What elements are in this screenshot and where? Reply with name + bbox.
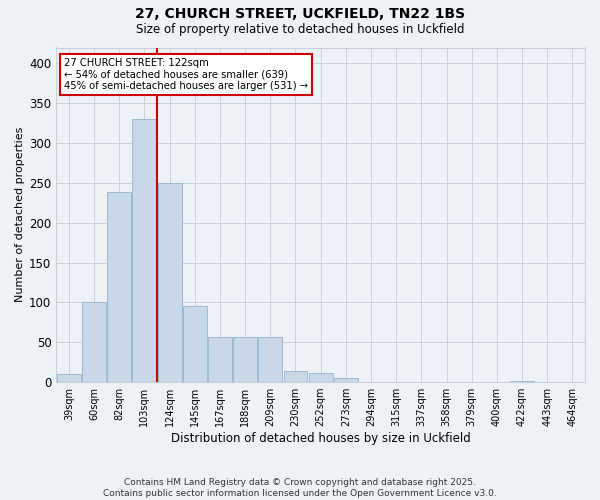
X-axis label: Distribution of detached houses by size in Uckfield: Distribution of detached houses by size …: [171, 432, 470, 445]
Bar: [133, 119, 157, 382]
Text: 27 CHURCH STREET: 122sqm
← 54% of detached houses are smaller (639)
45% of semi-: 27 CHURCH STREET: 122sqm ← 54% of detach…: [64, 58, 308, 90]
Text: 27, CHURCH STREET, UCKFIELD, TN22 1BS: 27, CHURCH STREET, UCKFIELD, TN22 1BS: [135, 8, 465, 22]
Bar: [208, 336, 232, 382]
Text: Contains HM Land Registry data © Crown copyright and database right 2025.
Contai: Contains HM Land Registry data © Crown c…: [103, 478, 497, 498]
Bar: [233, 336, 257, 382]
Text: Size of property relative to detached houses in Uckfield: Size of property relative to detached ho…: [136, 22, 464, 36]
Bar: [107, 192, 131, 382]
Bar: [57, 374, 81, 382]
Bar: [284, 371, 307, 382]
Bar: [183, 306, 207, 382]
Bar: [308, 372, 332, 382]
Bar: [334, 378, 358, 382]
Bar: [259, 336, 282, 382]
Bar: [158, 183, 182, 382]
Bar: [82, 302, 106, 382]
Y-axis label: Number of detached properties: Number of detached properties: [15, 127, 25, 302]
